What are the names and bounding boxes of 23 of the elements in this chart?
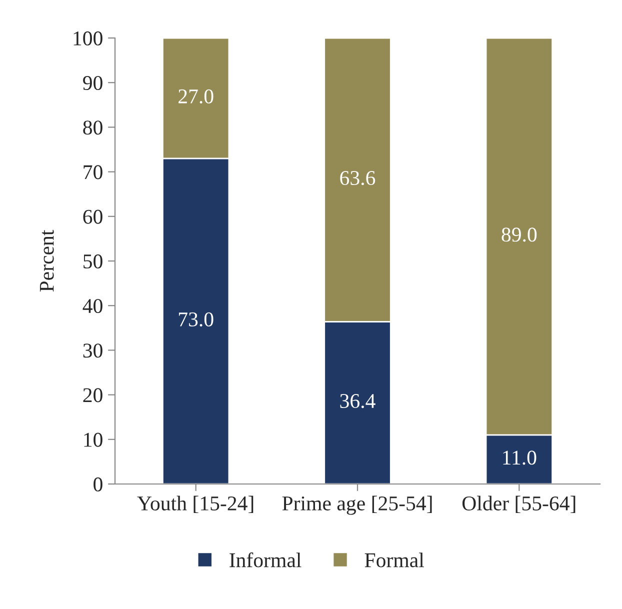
- y-tick-label: 100: [74, 31, 102, 46]
- y-tick-label: 60: [83, 210, 102, 224]
- data-label: 89.0: [502, 228, 537, 242]
- y-tick-label: 50: [84, 254, 102, 268]
- y-tick-label: 70: [84, 165, 102, 180]
- data-label: 11.0: [503, 450, 536, 465]
- data-label: 73.0: [178, 312, 214, 327]
- y-tick-label: 0: [94, 477, 102, 492]
- y-tick-label: 10: [84, 432, 102, 447]
- y-tick-label: 30: [83, 344, 102, 358]
- y-tick-label: 20: [83, 388, 102, 402]
- data-label: 36.4: [340, 394, 376, 408]
- legend-label: Formal: [364, 552, 424, 568]
- legend-label: Informal: [230, 552, 302, 568]
- y-axis-title: Percent: [40, 230, 54, 292]
- y-tick-label: 40: [82, 298, 102, 314]
- x-tick-label: Youth [15-24]: [137, 496, 254, 514]
- data-label: 27.0: [178, 89, 214, 104]
- data-label: 63.6: [340, 171, 376, 186]
- x-tick-label: Prime age [25-54]: [282, 496, 432, 515]
- x-tick-label: Older [55-64]: [462, 496, 576, 514]
- y-tick-label: 90: [83, 76, 102, 90]
- y-tick-label: 80: [83, 120, 102, 135]
